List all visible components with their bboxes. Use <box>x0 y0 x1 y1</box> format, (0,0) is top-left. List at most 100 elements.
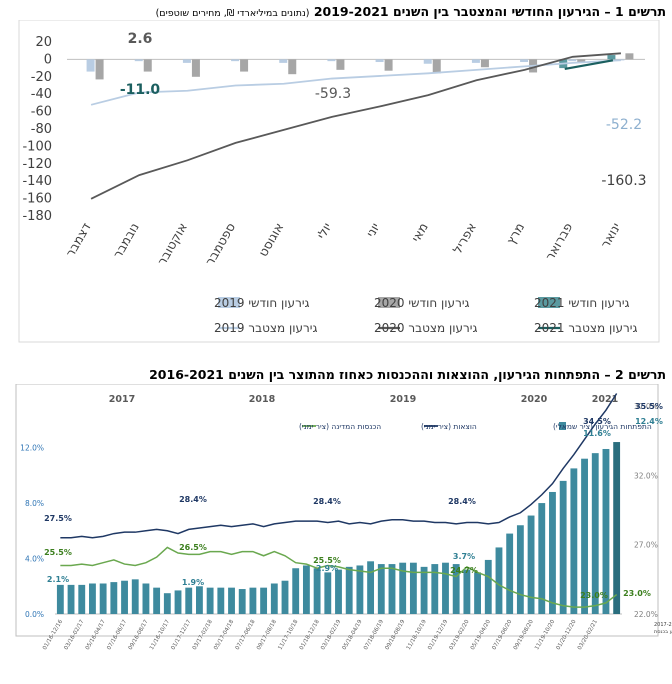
chart2-data-label: 3.7% <box>453 552 475 561</box>
chart2-deficit-bar <box>516 525 524 614</box>
chart2-deficit-bar <box>345 566 353 614</box>
chart1-bar <box>577 59 586 63</box>
chart2-revenue-line <box>60 546 618 608</box>
chart2-deficit-bar <box>110 582 118 614</box>
chart1-bar <box>288 59 297 75</box>
chart2-deficit-bar <box>89 583 96 614</box>
chart2-deficit-bar <box>581 458 588 614</box>
chart1-y-tick: 0 <box>44 52 52 67</box>
chart2-deficit-bar <box>559 480 567 614</box>
chart2-deficit-bar <box>228 587 235 614</box>
chart2-right-tick: 37.0% <box>634 402 658 411</box>
chart2-data-label: 11.6% <box>583 429 611 438</box>
chart2-deficit-bar <box>367 561 375 614</box>
chart2-data-label: 35.5% <box>635 402 663 411</box>
chart2-deficit-bar <box>131 579 139 614</box>
chart2-data-label: 28.4% <box>313 497 341 506</box>
chart2-data-label: 28.4% <box>179 495 207 504</box>
chart1-bar <box>86 59 95 72</box>
chart2-deficit-bar <box>260 587 268 614</box>
chart1-x-tick: יולי <box>313 220 334 241</box>
chart2-deficit-bar <box>409 562 417 614</box>
chart1-legend-label: גירעון חודשי 2020 <box>374 296 470 310</box>
chart1-y-tick: -180 <box>22 209 52 224</box>
chart2-year-label: 2021 <box>592 394 618 405</box>
chart2-title: תרשים 2 – התפתחות הגירעון, ההוצאות וההכנ… <box>149 367 666 382</box>
chart2-data-label: 1.9% <box>182 578 204 587</box>
chart2-deficit-bar <box>206 587 214 614</box>
chart2-data-label: 25.5% <box>44 548 72 557</box>
chart1-bar <box>568 59 577 62</box>
chart2-deficit-bar <box>249 587 257 614</box>
chart1-bar <box>480 59 489 68</box>
chart2-data-label: 27.5% <box>44 514 72 523</box>
chart2-legend-swatch <box>559 422 566 430</box>
chart2-footnote: *נתוני ההוצאה וההכנסות באמצע 2016 - בניכ… <box>654 622 672 628</box>
chart1-legend-label: גירעון חודשי 2021 <box>534 296 630 310</box>
chart2-data-label: 28.4% <box>448 497 476 506</box>
chart2-deficit-bar <box>153 587 161 614</box>
chart1-title: תרשים 1 – הגירעון החודשי והמצטבר בין השנ… <box>155 4 666 19</box>
chart1-y-tick: -80 <box>31 122 52 137</box>
chart1-bar <box>520 59 529 63</box>
chart2-deficit-bar <box>217 587 225 614</box>
chart2-data-label: 23.0% <box>580 591 608 600</box>
chart2-year-label: 2020 <box>521 394 548 405</box>
chart2-deficit-bar <box>56 584 64 614</box>
chart1-legend-label: גירעון מצטבר 2020 <box>374 321 477 335</box>
chart2-deficit-bar <box>495 547 503 614</box>
chart1-legend-swatch <box>218 297 240 308</box>
chart2-deficit-bar <box>174 590 182 614</box>
chart2-left-tick: 0.0% <box>25 610 44 619</box>
chart2-deficit-bar <box>313 568 321 614</box>
chart1-data-label: -59.3 <box>315 86 351 102</box>
chart1-legend-label: גירעון מצטבר 2019 <box>214 321 317 335</box>
chart2-expenditure-line <box>60 393 618 539</box>
chart1-bar <box>95 59 104 80</box>
chart2-deficit-bar <box>474 572 481 614</box>
chart2-deficit-bar <box>196 586 203 614</box>
chart2-data-label: 25.5% <box>313 556 341 565</box>
chart2-deficit-bar <box>388 564 396 614</box>
chart2-deficit-bar <box>452 564 460 614</box>
chart1-bar <box>423 59 432 64</box>
chart2-deficit-bar <box>506 533 514 614</box>
chart1-y-tick: 20 <box>35 35 52 50</box>
chart2-legend-label: הכנסות המדינה (ציר ימני) <box>299 422 381 431</box>
chart1-bar <box>336 59 345 70</box>
chart2-deficit-bar <box>431 564 439 614</box>
chart2-deficit-bar <box>463 569 471 614</box>
chart1-legend-swatch <box>378 297 400 308</box>
chart1-legend-label: גירעון מצטבר 2021 <box>534 321 637 335</box>
chart2-right-tick: 32.0% <box>634 471 658 480</box>
chart2-data-label: 34.5% <box>583 417 611 426</box>
chart2-deficit-bar <box>356 565 364 614</box>
chart1-bar <box>471 59 480 63</box>
chart2-deficit-bar <box>484 559 492 614</box>
chart2-legend-label: התפתחות הגירעון (ציר שמאלי) <box>553 422 652 431</box>
chart2-deficit-bar <box>335 569 342 614</box>
chart2-deficit-bar <box>527 515 535 614</box>
chart1-y-tick: -160 <box>22 192 52 207</box>
chart2-data-label: 2.9% <box>316 564 338 573</box>
chart2-deficit-bar <box>442 562 449 614</box>
chart1-bar <box>240 59 249 72</box>
chart2-legend-label: הוצאות (ציר ימני) <box>421 422 477 431</box>
chart2-deficit-bar <box>121 580 128 614</box>
chart1-subtitle: (נתונים במיליארדי ₪, מחירים שוטפים) <box>155 8 310 19</box>
chart1-y-tick: -140 <box>22 174 52 189</box>
chart2-right-tick: 27.0% <box>634 541 658 550</box>
chart1-bar <box>143 59 152 72</box>
chart2-deficit-bar <box>538 503 546 614</box>
chart2-year-label: 2017 <box>109 394 135 405</box>
chart1-data-label: -160.3 <box>601 173 646 189</box>
chart1-data-label: -52.2 <box>606 117 642 133</box>
chart2-deficit-bar <box>292 568 300 614</box>
chart1-data-label: 2.6 <box>128 31 153 47</box>
chart1-bar <box>134 59 143 62</box>
chart2-deficit-bar <box>377 564 385 614</box>
chart1-bar <box>182 59 191 63</box>
chart2-year-label: 2018 <box>249 394 276 405</box>
chart2-right-tick: 22.0% <box>634 610 658 619</box>
chart1-y-tick: -120 <box>22 157 52 172</box>
